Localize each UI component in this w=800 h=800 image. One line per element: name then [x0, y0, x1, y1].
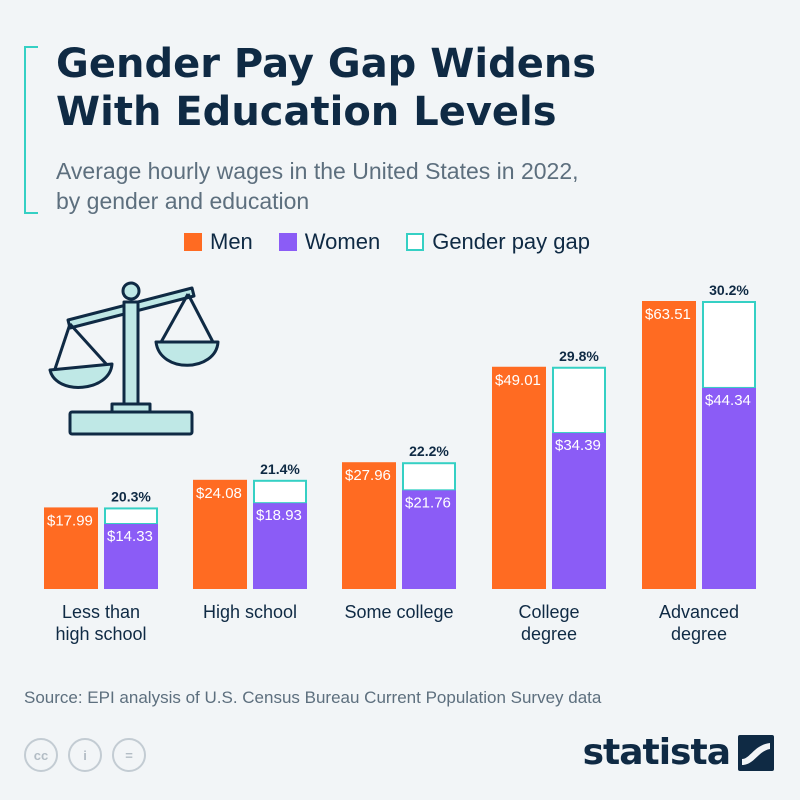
page-title: Gender Pay Gap Widens With Education Lev…	[56, 41, 597, 135]
bar-label-men: $17.99	[47, 512, 93, 529]
bar-women	[702, 387, 756, 589]
bar-men	[44, 507, 98, 589]
bar-label-women: $44.34	[705, 392, 751, 409]
legend-item-gap: Gender pay gap	[406, 229, 590, 255]
gap-label: 30.2%	[709, 282, 749, 298]
gap-label: 21.4%	[260, 461, 300, 477]
category-label: College	[518, 602, 579, 622]
statista-logo: statista	[583, 732, 774, 773]
license-icons: cc i =	[24, 738, 146, 772]
category-label: high school	[55, 624, 146, 644]
source-note: Source: EPI analysis of U.S. Census Bure…	[24, 688, 602, 707]
brand-name: statista	[582, 732, 731, 773]
bar-label-men: $49.01	[495, 372, 541, 389]
legend-label-men: Men	[210, 229, 253, 254]
bar-women	[552, 433, 606, 589]
bar-gap	[104, 507, 158, 526]
legend-swatch-men	[184, 233, 202, 251]
gap-label: 20.3%	[111, 488, 151, 504]
bar-gap	[253, 479, 307, 505]
bar-men	[642, 301, 696, 589]
title-accent-bar	[24, 46, 38, 214]
equal-icon: =	[112, 738, 146, 772]
statista-mark-icon	[738, 734, 774, 771]
bar-label-women: $14.33	[107, 528, 153, 545]
legend-swatch-gap	[406, 233, 425, 251]
bar-label-women: $18.93	[256, 507, 302, 524]
bar-women	[253, 503, 307, 589]
legend-label-women: Women	[304, 229, 381, 254]
legend-label-gap: Gender pay gap	[432, 229, 590, 254]
bar-gap	[402, 462, 456, 492]
bar-label-men: $27.96	[345, 467, 391, 484]
legend-swatch-women	[278, 233, 297, 251]
category-label: Some college	[344, 602, 453, 622]
category-label: degree	[521, 624, 577, 644]
category-label: Less than	[62, 602, 140, 622]
bar-women	[104, 524, 158, 589]
chart-legend: Men Women Gender pay gap	[184, 229, 590, 255]
bar-gap	[702, 301, 756, 389]
bar-men	[193, 479, 247, 589]
category-label: degree	[671, 624, 727, 644]
category-label: Advanced	[659, 602, 739, 622]
gap-label: 22.2%	[409, 443, 449, 459]
page-subtitle: Average hourly wages in the United State…	[56, 158, 579, 214]
category-label: High school	[203, 602, 297, 622]
bar-label-men: $24.08	[196, 485, 242, 502]
bar-label-women: $21.76	[405, 494, 451, 511]
bar-women	[402, 490, 456, 589]
balance-scale-icon	[48, 281, 220, 436]
bar-gap	[552, 366, 606, 435]
bar-men	[492, 366, 546, 589]
cc-icon: cc	[24, 738, 58, 772]
gap-label: 29.8%	[559, 348, 599, 364]
legend-item-men: Men	[184, 229, 253, 255]
bar-label-men: $63.51	[645, 306, 691, 323]
legend-item-women: Women	[278, 229, 381, 255]
bar-label-women: $34.39	[555, 437, 601, 454]
attribution-icon: i	[68, 738, 102, 772]
bar-men	[342, 462, 396, 589]
